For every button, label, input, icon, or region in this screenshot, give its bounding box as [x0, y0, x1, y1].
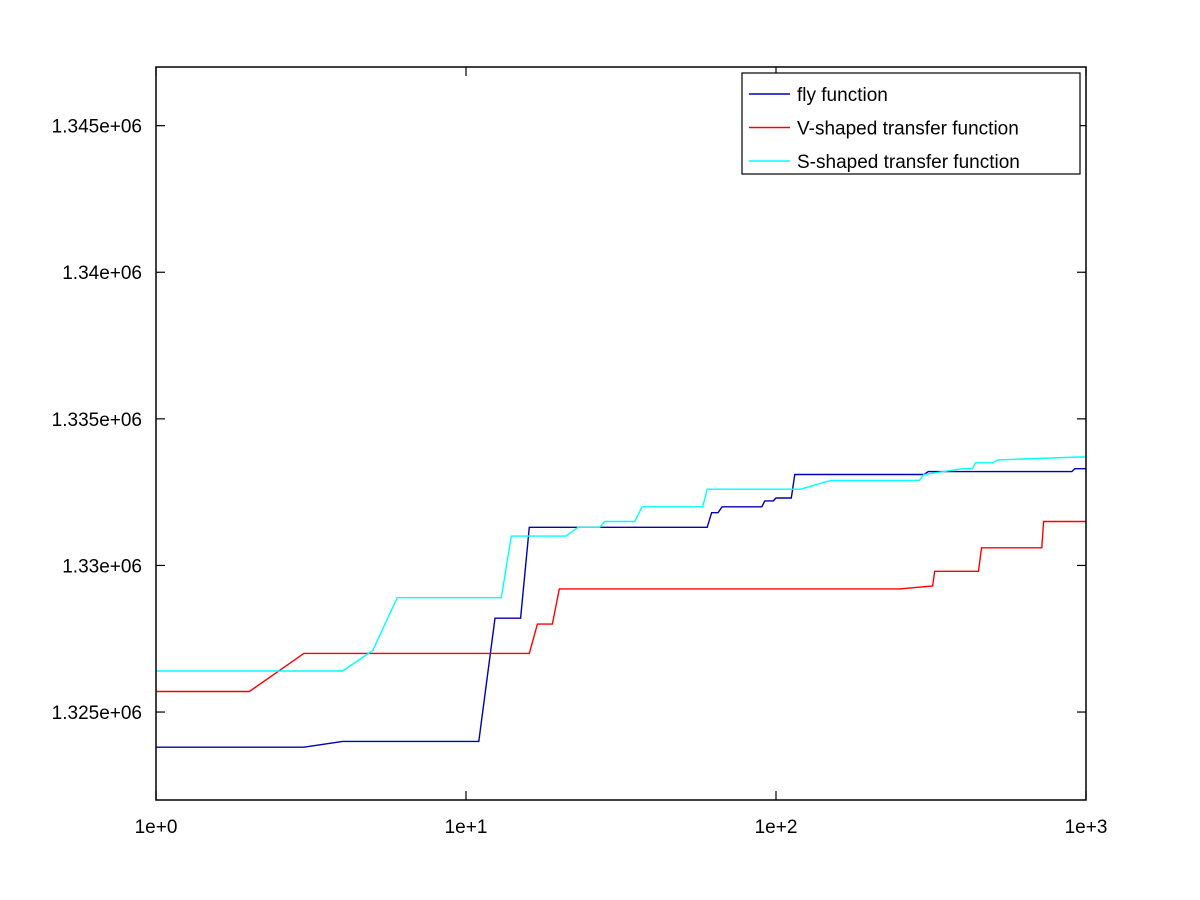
y-tick-label: 1.34e+06 [62, 263, 142, 284]
y-tick-label: 1.335e+06 [52, 410, 142, 431]
series-line-1 [156, 468, 1086, 748]
y-tick-label: 1.345e+06 [52, 117, 142, 138]
legend-label-2: V-shaped transfer function [797, 119, 1019, 140]
x-tick-label: 1e+3 [1065, 817, 1108, 838]
legend-label-1: fly function [797, 85, 888, 106]
legend: fly function V-shaped transfer function S-… [741, 72, 1081, 175]
series-layer [156, 456, 1086, 748]
legend-items: fly function V-shaped transfer function S-… [749, 85, 1020, 173]
legend-label-3: S-shaped transfer function [797, 152, 1020, 173]
plot-frame [155, 66, 1087, 801]
tick-layer: 1e+0 1e+1 1e+2 1e+3 1.325e+06 1.33e+06 1.335e+… [52, 67, 1108, 838]
series-line-2 [156, 520, 1086, 693]
y-tick-label: 1.33e+06 [62, 556, 142, 577]
plot-area-background [156, 67, 1086, 800]
series-line-3 [156, 456, 1086, 672]
x-tick-label: 1e+0 [135, 817, 178, 838]
x-tick-label: 1e+1 [445, 817, 488, 838]
legend-box [741, 72, 1081, 175]
x-tick-label: 1e+2 [755, 817, 798, 838]
y-tick-label: 1.325e+06 [52, 703, 142, 724]
